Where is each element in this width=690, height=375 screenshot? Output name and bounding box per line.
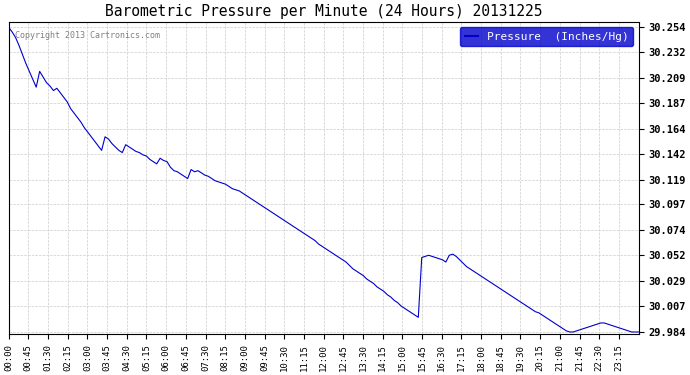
Title: Barometric Pressure per Minute (24 Hours) 20131225: Barometric Pressure per Minute (24 Hours… — [105, 4, 542, 19]
Text: Copyright 2013 Cartronics.com: Copyright 2013 Cartronics.com — [15, 31, 160, 40]
Legend: Pressure  (Inches/Hg): Pressure (Inches/Hg) — [460, 27, 633, 46]
